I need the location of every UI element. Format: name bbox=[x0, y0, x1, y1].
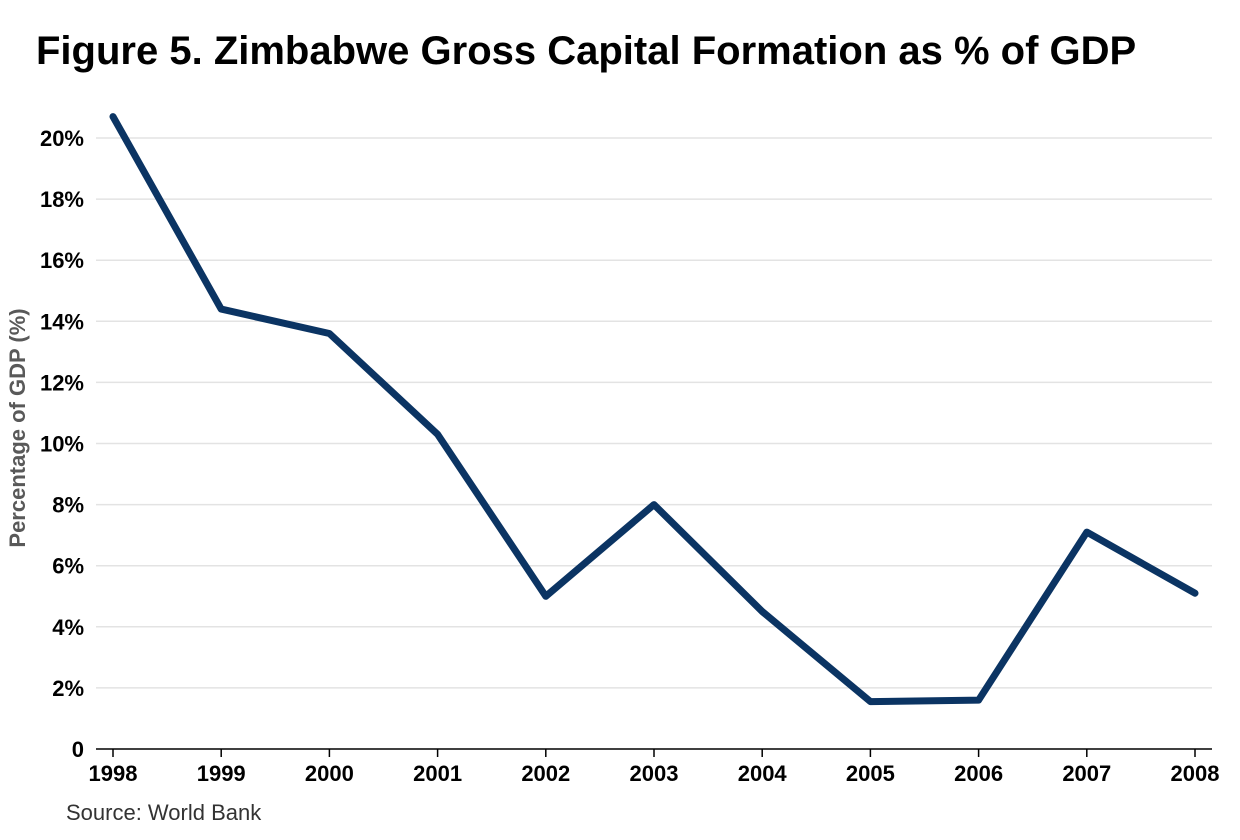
data-point bbox=[328, 333, 330, 335]
y-tick-label: 8% bbox=[52, 493, 84, 518]
y-tick-label: 20% bbox=[40, 126, 84, 151]
x-tick-label: 2003 bbox=[630, 761, 679, 786]
x-tick-label: 2004 bbox=[738, 761, 788, 786]
x-tick-label: 1998 bbox=[89, 761, 138, 786]
data-point bbox=[978, 699, 980, 701]
y-tick-label: 4% bbox=[52, 615, 84, 640]
data-point bbox=[437, 433, 439, 435]
data-point bbox=[1086, 531, 1088, 533]
x-tick-label: 2005 bbox=[846, 761, 895, 786]
y-tick-label: 10% bbox=[40, 432, 84, 457]
data-point bbox=[1194, 592, 1196, 594]
series-line-0 bbox=[109, 113, 1199, 706]
data-point bbox=[220, 308, 222, 310]
x-tick-label: 2002 bbox=[521, 761, 570, 786]
x-tick-label: 2006 bbox=[954, 761, 1003, 786]
data-point bbox=[545, 595, 547, 597]
series-layer bbox=[109, 113, 1199, 706]
x-tick-label: 2008 bbox=[1171, 761, 1220, 786]
y-tick-label: 16% bbox=[40, 248, 84, 273]
x-tick-labels: 1998 1999 2000 2001 2002 2003 2004 2005 2006 2007… bbox=[89, 761, 1220, 786]
y-tick-label: 6% bbox=[52, 554, 84, 579]
x-tick-label: 2001 bbox=[413, 761, 462, 786]
y-tick-labels: 0 2% 4% 6% 8% 10% 12% 14% 16% 18% 20% bbox=[40, 126, 84, 762]
y-tick-label: 2% bbox=[52, 676, 84, 701]
x-tick-marks bbox=[112, 749, 1196, 757]
data-point bbox=[112, 116, 114, 118]
data-point bbox=[869, 701, 871, 703]
x-tick-label: 1999 bbox=[197, 761, 246, 786]
y-tick-label: 0 bbox=[72, 737, 84, 762]
y-tick-label: 14% bbox=[40, 309, 84, 334]
x-tick-label: 2000 bbox=[305, 761, 354, 786]
y-tick-label: 18% bbox=[40, 187, 84, 212]
gridlines bbox=[96, 137, 1212, 689]
y-tick-label: 12% bbox=[40, 370, 84, 395]
data-point bbox=[653, 504, 655, 506]
x-tick-label: 2007 bbox=[1062, 761, 1111, 786]
data-point bbox=[761, 611, 763, 613]
y-axis-label: Percentage of GDP (%) bbox=[5, 308, 30, 547]
source-note: Source: World Bank bbox=[66, 800, 262, 825]
chart-title: Figure 5. Zimbabwe Gross Capital Formati… bbox=[36, 29, 1136, 73]
